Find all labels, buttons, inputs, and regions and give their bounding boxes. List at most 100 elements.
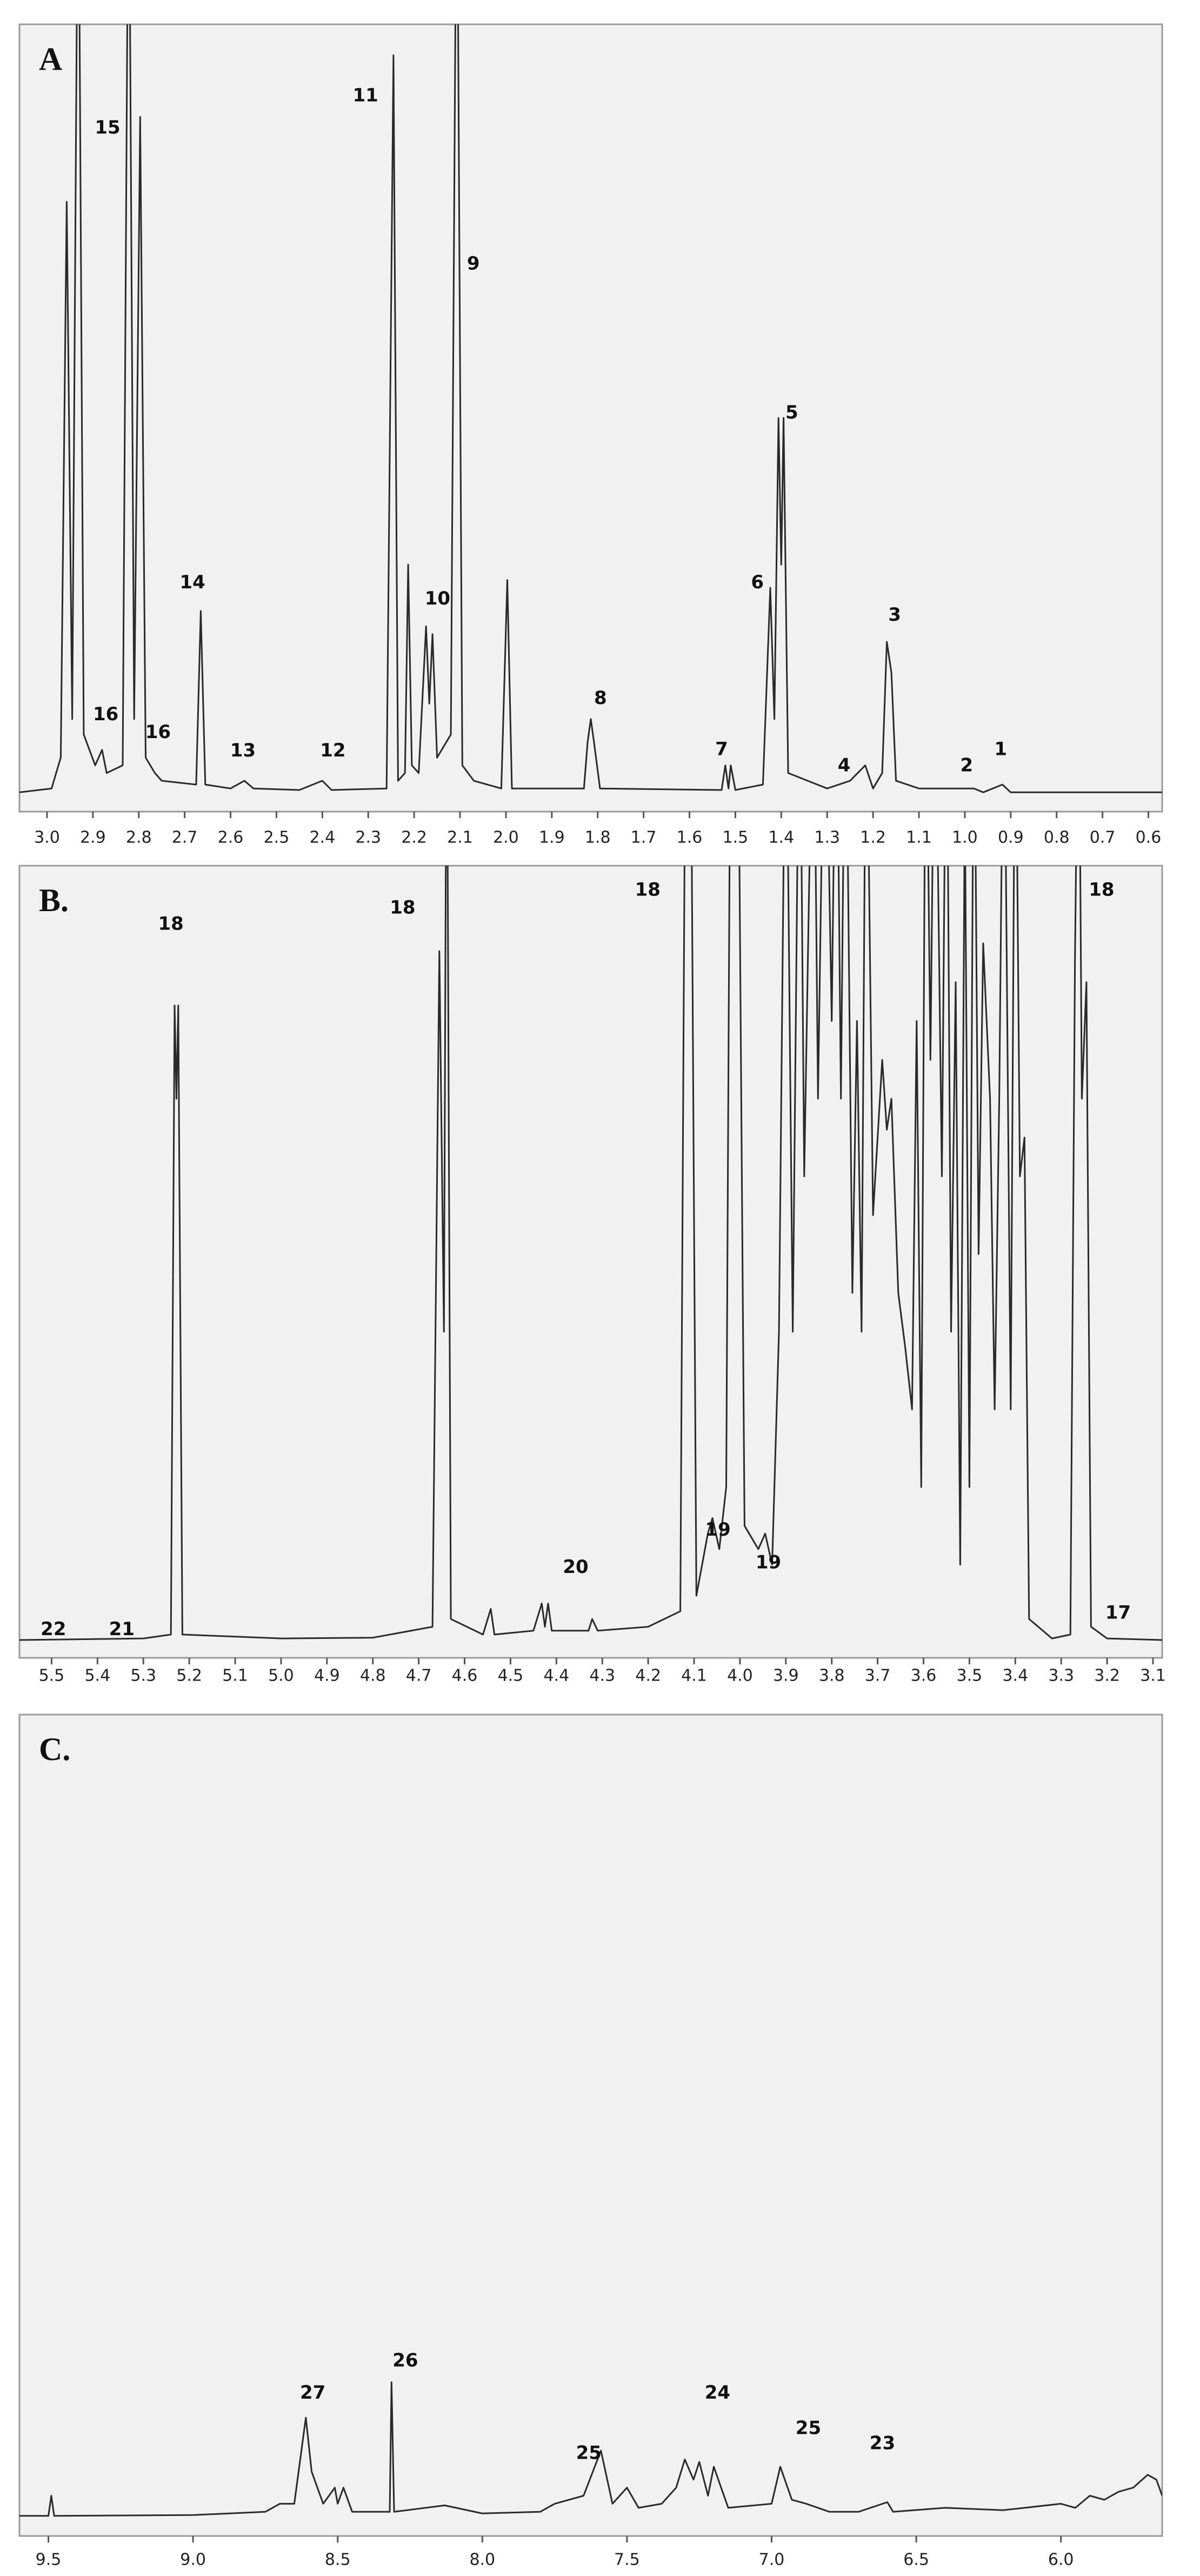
x-tick-label: 8.0 (469, 2551, 495, 2570)
x-tick-label: 9.0 (180, 2551, 206, 2570)
x-tick-label: 0.7 (1090, 828, 1116, 847)
x-tick-label: 3.7 (865, 1667, 891, 1685)
x-tick-label: 1.9 (539, 828, 565, 847)
x-tick-label: 7.5 (614, 2551, 640, 2570)
x-tick-label: 3.5 (957, 1667, 983, 1685)
peak-label: 6 (751, 572, 764, 593)
x-tick-label: 4.5 (498, 1667, 524, 1685)
x-tick-label: 2.1 (447, 828, 473, 847)
x-tick-label: 2.8 (126, 828, 152, 847)
plot-area (18, 23, 1163, 813)
x-tick-label: 3.1 (1140, 1667, 1166, 1685)
x-tick-label: 2.9 (80, 828, 106, 847)
x-tick-label: 2.5 (264, 828, 290, 847)
x-tick-label: 4.7 (406, 1667, 432, 1685)
x-tick-label: 7.0 (759, 2551, 785, 2570)
x-tick-label: 1.4 (768, 828, 794, 847)
x-tick-label: 1.8 (585, 828, 611, 847)
x-tick-label: 2.6 (218, 828, 244, 847)
plot-area (18, 865, 1163, 1659)
peak-label: 16 (145, 721, 171, 743)
x-tick-label: 2.2 (401, 828, 427, 847)
peak-label: 22 (41, 1618, 66, 1640)
peak-label: 18 (1089, 879, 1114, 900)
peak-label: 20 (563, 1556, 588, 1578)
x-tick-label: 1.7 (631, 828, 657, 847)
peak-label: 21 (109, 1618, 135, 1640)
peak-label: 17 (1105, 1602, 1131, 1624)
x-tick-label: 2.0 (493, 828, 519, 847)
x-tick-label: 4.4 (543, 1667, 569, 1685)
peak-label: 16 (93, 703, 118, 725)
x-tick-label: 4.2 (635, 1667, 661, 1685)
x-tick-label: 1.0 (952, 828, 978, 847)
peak-label: 26 (392, 2349, 418, 2371)
x-tick-label: 3.0 (34, 828, 60, 847)
x-tick-label: 3.2 (1094, 1667, 1120, 1685)
x-tick-label: 0.6 (1136, 828, 1162, 847)
x-tick-label: 0.9 (998, 828, 1024, 847)
x-tick-label: 5.3 (130, 1667, 156, 1685)
peak-label: 14 (179, 572, 205, 593)
spectrum-line (19, 866, 1162, 1641)
x-tick-label: 2.4 (309, 828, 335, 847)
x-tick-label: 3.6 (911, 1667, 937, 1685)
panel-title: B. (39, 882, 69, 918)
x-tick-label: 0.8 (1044, 828, 1070, 847)
peak-label: 7 (715, 738, 728, 760)
peak-label: 4 (838, 754, 851, 776)
peak-label: 15 (95, 117, 120, 138)
peak-label: 27 (300, 2382, 325, 2404)
peak-label: 12 (320, 740, 345, 761)
x-tick-label: 5.5 (39, 1667, 65, 1685)
x-tick-label: 5.2 (176, 1667, 202, 1685)
panel-title: A (39, 41, 62, 77)
peak-label: 10 (425, 588, 450, 609)
peak-label: 9 (467, 253, 480, 274)
x-tick-label: 4.9 (314, 1667, 340, 1685)
x-tick-label: 5.4 (84, 1667, 110, 1685)
x-tick-label: 5.0 (268, 1667, 294, 1685)
x-tick-label: 4.0 (727, 1667, 753, 1685)
x-tick-label: 2.3 (355, 828, 381, 847)
peak-label: 8 (594, 687, 607, 709)
x-tick-label: 3.8 (819, 1667, 845, 1685)
peak-label: 23 (870, 2433, 895, 2454)
x-tick-label: 1.1 (906, 828, 932, 847)
x-tick-label: 4.8 (360, 1667, 386, 1685)
x-tick-label: 5.1 (222, 1667, 248, 1685)
x-tick-label: 1.6 (677, 828, 703, 847)
peak-label: 18 (158, 913, 184, 935)
peak-label: 3 (888, 604, 901, 626)
peak-label: 19 (705, 1519, 731, 1541)
spectrum-line (19, 2381, 1162, 2517)
plot-area (18, 1714, 1163, 2537)
x-tick-label: 3.4 (1002, 1667, 1028, 1685)
peak-label: 1 (994, 738, 1007, 760)
x-tick-label: 1.2 (860, 828, 886, 847)
peak-label: 18 (635, 879, 661, 900)
x-tick-label: 4.3 (589, 1667, 615, 1685)
peak-label: 19 (756, 1551, 781, 1573)
x-tick-label: 6.0 (1048, 2551, 1074, 2570)
panel-title: C. (39, 1731, 70, 1767)
peak-label: 25 (576, 2442, 602, 2464)
x-tick-label: 1.5 (723, 828, 749, 847)
spectrum-line (19, 24, 1162, 793)
x-tick-label: 6.5 (903, 2551, 929, 2570)
x-tick-label: 3.3 (1048, 1667, 1074, 1685)
peak-label: 5 (785, 402, 798, 423)
x-tick-label: 8.5 (325, 2551, 351, 2570)
peak-label: 11 (352, 84, 378, 106)
x-tick-label: 4.6 (452, 1667, 478, 1685)
peak-label: 18 (390, 897, 415, 918)
peak-label: 13 (230, 740, 256, 761)
x-tick-label: 4.1 (681, 1667, 707, 1685)
x-tick-label: 2.7 (172, 828, 198, 847)
x-tick-label: 9.5 (36, 2551, 62, 2570)
peak-label: 25 (796, 2417, 821, 2439)
peak-label: 24 (705, 2382, 730, 2404)
peak-label: 2 (960, 754, 973, 776)
